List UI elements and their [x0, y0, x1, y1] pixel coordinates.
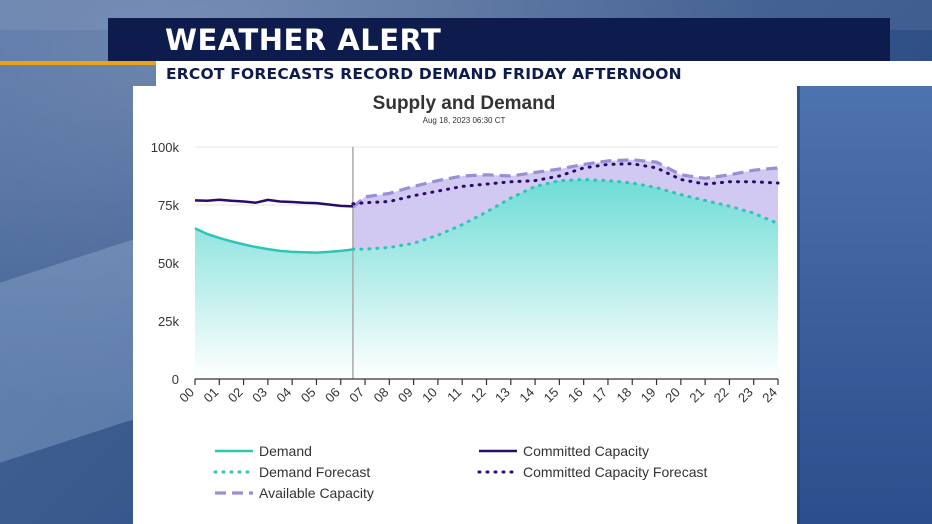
series-line-available-capacity [351, 158, 779, 209]
x-tick-label: 19 [638, 385, 659, 406]
x-tick-label: 09 [395, 385, 416, 406]
x-tick-label: 17 [589, 385, 610, 406]
banner-title: WEATHER ALERT [165, 23, 442, 57]
banner-accent-line [0, 61, 156, 65]
supply-demand-chart: Supply and Demand Aug 18, 2023 06:30 CT … [151, 93, 780, 501]
chart-panel: Supply and Demand Aug 18, 2023 06:30 CT … [133, 86, 797, 524]
legend-label: Committed Capacity Forecast [523, 464, 708, 480]
series-line-demand-forecast [351, 178, 780, 251]
x-tick-label: 13 [492, 385, 513, 406]
legend-label: Committed Capacity [523, 443, 649, 459]
x-tick-label: 08 [371, 385, 392, 406]
y-tick-label: 75k [158, 198, 179, 213]
x-tick-label: 01 [201, 385, 222, 406]
banner-subtitle-bar [156, 61, 932, 86]
y-tick-label: 25k [158, 314, 179, 329]
x-tick-label: 23 [735, 385, 756, 406]
x-tick-label: 06 [322, 385, 343, 406]
y-tick-label: 100k [151, 140, 180, 155]
capacity-area [352, 159, 778, 250]
x-tick-label: 15 [541, 385, 562, 406]
x-tick-label: 24 [759, 385, 780, 406]
x-tick-label: 18 [614, 385, 635, 406]
series-line-committed-capacity [194, 198, 353, 208]
y-tick-label: 50k [158, 256, 179, 271]
series-line-committed-capacity-forecast [351, 162, 780, 206]
x-tick-label: 02 [225, 385, 246, 406]
y-tick-label: 0 [172, 372, 179, 387]
series-line-demand [194, 227, 354, 254]
banner-title-bar [108, 18, 890, 61]
x-tick-label: 07 [346, 385, 367, 406]
legend-label: Demand [259, 443, 312, 459]
x-tick-label: 11 [444, 385, 464, 405]
x-tick-label: 05 [298, 385, 319, 406]
x-tick-label: 22 [711, 385, 732, 406]
x-tick-label: 14 [516, 385, 537, 406]
chart-title: Supply and Demand [373, 93, 556, 114]
background-right-panel [800, 80, 932, 524]
x-tick-label: 00 [176, 385, 197, 406]
x-tick-label: 12 [468, 385, 489, 406]
chart-subtitle: Aug 18, 2023 06:30 CT [423, 116, 506, 125]
banner-subtitle: ERCOT FORECASTS RECORD DEMAND FRIDAY AFT… [166, 65, 682, 83]
demand-area [195, 179, 778, 379]
x-tick-label: 20 [662, 385, 683, 406]
legend-label: Demand Forecast [259, 464, 370, 480]
x-tick-label: 03 [249, 385, 270, 406]
x-tick-label: 16 [565, 385, 586, 406]
legend-label: Available Capacity [259, 485, 374, 501]
x-tick-label: 21 [686, 385, 707, 406]
x-tick-label: 10 [419, 385, 440, 406]
x-tick-label: 04 [273, 385, 294, 406]
